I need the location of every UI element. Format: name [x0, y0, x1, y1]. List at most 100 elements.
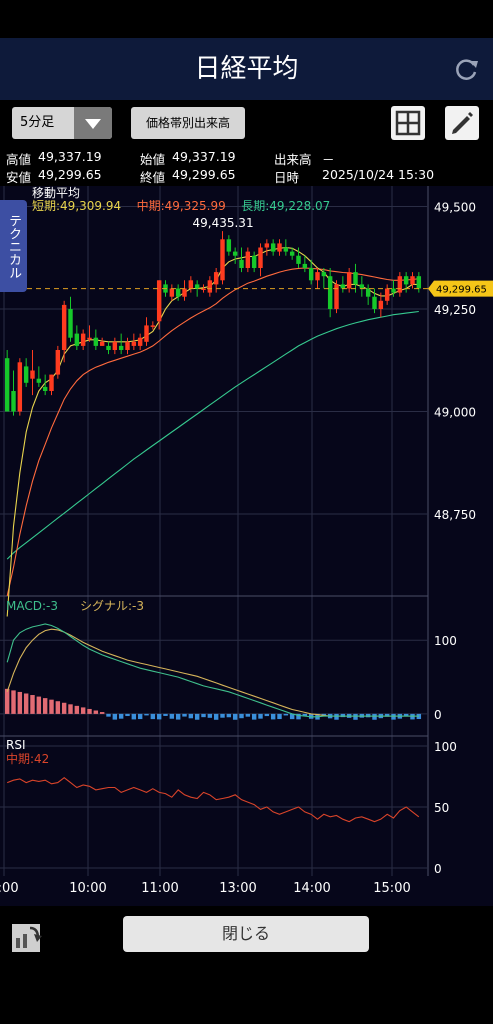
refresh-icon[interactable] [453, 57, 479, 83]
ma-legend-label: 長期:49,228.07 [241, 199, 330, 213]
status-bar [0, 0, 493, 38]
candle-body [334, 284, 339, 309]
ma-long-line [6, 310, 419, 560]
candle-body [264, 243, 270, 248]
technical-tab[interactable]: テクニカル [0, 200, 27, 292]
close-label: 終値 [140, 170, 166, 185]
time-tick-label: 15:00 [373, 881, 410, 896]
macd-histogram-bar [80, 707, 86, 714]
candle-body [232, 251, 238, 256]
candle-body [61, 304, 67, 350]
open-label: 始値 [140, 152, 166, 167]
macd-histogram-bar [194, 713, 200, 720]
candle-body [397, 276, 403, 293]
macd-label: MACD:-3 [6, 599, 58, 613]
rsi-tick-label: 50 [434, 801, 449, 815]
time-tick-label: 10:00 [69, 881, 106, 896]
close-value: 49,299.65 [172, 167, 236, 182]
chart-back-icon[interactable] [10, 918, 46, 954]
macd-histogram-bar [106, 713, 111, 717]
period-select[interactable]: 5分足 [12, 107, 112, 139]
candle-body [403, 276, 409, 285]
time-tick-label: 11:00 [141, 881, 178, 896]
candle-body [207, 280, 213, 293]
open-value: 49,337.19 [172, 149, 236, 164]
chevron-down-icon[interactable] [74, 107, 112, 139]
candle-body [213, 272, 219, 285]
chart-area[interactable]: 49,500 49,250 49,000 48,750 移動平均 短期:49,309.94… [0, 186, 493, 906]
chart-toolbar: 5分足 価格帯別出来高 [0, 100, 493, 146]
macd-histogram-bar [30, 695, 35, 714]
candle-body [55, 350, 61, 375]
last-price-label: 49,299.65 [436, 285, 487, 296]
macd-histogram-bar [251, 713, 257, 720]
last-price-tag [428, 280, 493, 297]
macd-histogram-bar [61, 702, 67, 714]
candle-body [340, 284, 346, 289]
datetime-value: 2025/10/24 15:30 [322, 167, 435, 182]
candle-body [353, 272, 358, 285]
time-tick-label: 9:00 [0, 881, 19, 896]
rsi-tick-label: 0 [434, 862, 442, 876]
candle-body [391, 288, 396, 293]
macd-histogram-bar [87, 708, 92, 714]
candle-body [283, 247, 289, 252]
macd-histogram-bar [258, 713, 263, 719]
ohlc-info: 高値 49,337.19 安値 49,299.65 始値 49,337.19 終… [0, 146, 493, 186]
volume-profile-button[interactable]: 価格帯別出来高 [131, 107, 245, 139]
macd-histogram-bar [4, 688, 10, 714]
macd-histogram-bar [283, 713, 289, 716]
candle-body [175, 288, 181, 297]
rsi-line [7, 777, 420, 823]
signal-line [6, 628, 419, 717]
macd-histogram-bar [207, 713, 213, 718]
candle-body [321, 272, 327, 277]
rsi-label: 中期:42 [6, 751, 49, 766]
macd-tick-label: 0 [434, 708, 442, 722]
macd-histogram-bar [277, 713, 282, 720]
chart-canvas[interactable]: 49,500 49,250 49,000 48,750 移動平均短期:49,309.94… [0, 186, 493, 906]
price-tick-label: 49,000 [434, 406, 476, 420]
close-button[interactable]: 閉じる [123, 916, 369, 952]
candle-body [416, 276, 422, 289]
macd-histogram-bar [175, 713, 181, 720]
app-header: 日経平均 [0, 38, 493, 100]
macd-histogram-bar [372, 713, 377, 720]
candle-body [137, 337, 143, 346]
candle-body [378, 300, 384, 309]
macd-histogram-bar [201, 713, 206, 718]
draw-button[interactable] [445, 106, 479, 140]
page-title: 日経平均 [194, 54, 299, 84]
candle-body [372, 296, 377, 309]
macd-tick-label: 100 [434, 634, 457, 648]
pencil-icon [452, 112, 473, 134]
time-tick-label: 13:00 [219, 881, 256, 896]
candle-body [315, 272, 320, 281]
candle-body [308, 268, 314, 281]
candle-body [99, 341, 105, 346]
candle-body [182, 288, 187, 297]
macd-histogram-bar [125, 713, 130, 717]
macd-histogram-bar [93, 710, 99, 714]
macd-histogram-bar [264, 713, 270, 717]
macd-histogram-bar [334, 713, 339, 720]
macd-histogram-bar [17, 691, 23, 714]
candle-body [327, 276, 333, 309]
macd-histogram-bar [220, 713, 225, 718]
candle-body [201, 288, 206, 290]
ma-short-line [6, 246, 419, 617]
candle-body [4, 358, 10, 412]
candle-body [106, 345, 111, 350]
candle-body [144, 325, 149, 342]
macd-histogram-bar [156, 713, 162, 720]
candle-body [11, 391, 16, 412]
macd-histogram-bar [391, 713, 396, 720]
candle-body [49, 374, 54, 391]
macd-histogram-bar [410, 713, 415, 720]
macd-histogram-bar [296, 713, 301, 720]
rsi-tick-label: 100 [434, 740, 457, 754]
ma-legend-label: 短期:49,309.94 [32, 199, 121, 213]
grid-layout-button[interactable] [391, 106, 425, 140]
candle-body [68, 309, 73, 338]
candle-body [188, 280, 194, 289]
